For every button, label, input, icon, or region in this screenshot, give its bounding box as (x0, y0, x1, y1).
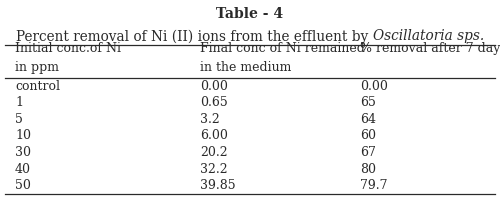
Text: 30: 30 (15, 146, 31, 159)
Text: 0.00: 0.00 (360, 80, 388, 93)
Text: 40: 40 (15, 163, 31, 176)
Text: 64: 64 (360, 113, 376, 126)
Text: 1: 1 (15, 96, 23, 109)
Text: 10: 10 (15, 129, 31, 142)
Text: 65: 65 (360, 96, 376, 109)
Text: 0.65: 0.65 (200, 96, 228, 109)
Text: Percent removal of Ni (II) ions from the effluent by: Percent removal of Ni (II) ions from the… (16, 29, 372, 44)
Text: 0.00: 0.00 (200, 80, 228, 93)
Text: 32.2: 32.2 (200, 163, 228, 176)
Text: 3.2: 3.2 (200, 113, 220, 126)
Text: Oscillatoria sps.: Oscillatoria sps. (372, 29, 484, 43)
Text: in the medium: in the medium (200, 61, 292, 74)
Text: Initial conc.of Ni: Initial conc.of Ni (15, 42, 121, 55)
Text: 5: 5 (15, 113, 23, 126)
Text: 67: 67 (360, 146, 376, 159)
Text: Final conc of Ni remained: Final conc of Ni remained (200, 42, 365, 55)
Text: 20.2: 20.2 (200, 146, 228, 159)
Text: in ppm: in ppm (15, 61, 59, 74)
Text: 6.00: 6.00 (200, 129, 228, 142)
Text: 39.85: 39.85 (200, 179, 235, 192)
Text: 50: 50 (15, 179, 31, 192)
Text: 60: 60 (360, 129, 376, 142)
Text: Table - 4: Table - 4 (216, 7, 284, 21)
Text: % removal after 7 days: % removal after 7 days (360, 42, 500, 55)
Text: Percent removal of Ni (II) ions from the effluent by Oscillatoria sps.: Percent removal of Ni (II) ions from the… (16, 29, 484, 44)
Text: 80: 80 (360, 163, 376, 176)
Text: 79.7: 79.7 (360, 179, 388, 192)
Text: control: control (15, 80, 60, 93)
